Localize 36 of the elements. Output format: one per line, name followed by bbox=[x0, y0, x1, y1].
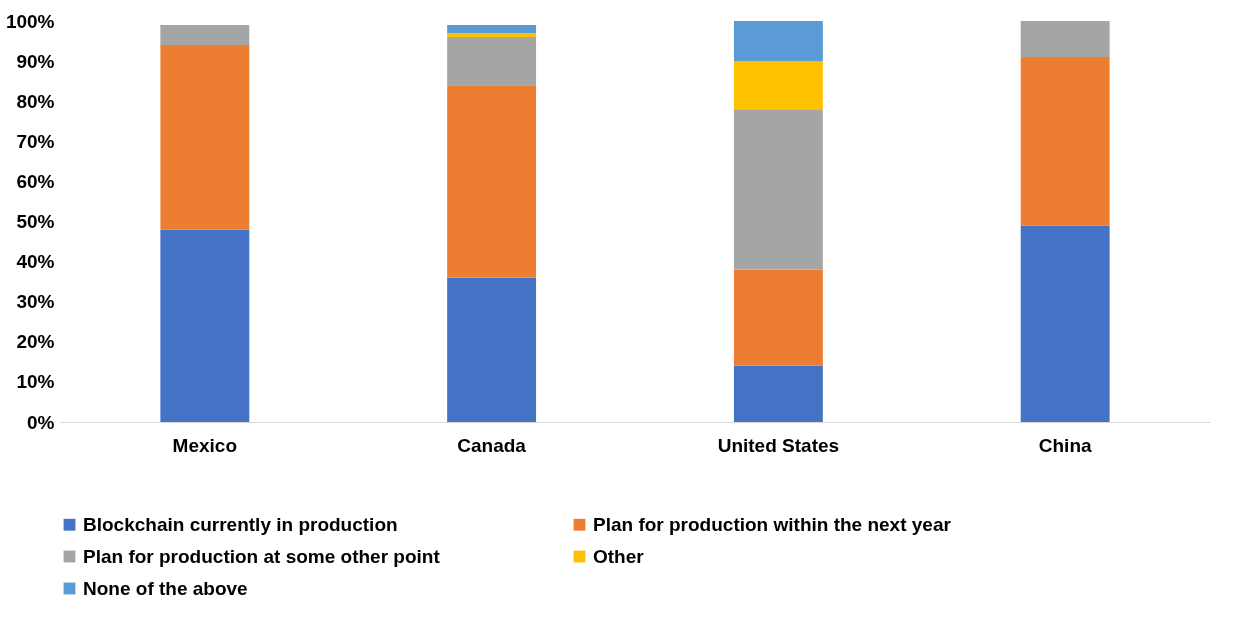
legend-label: Blockchain currently in production bbox=[83, 513, 398, 535]
bar bbox=[733, 109, 823, 270]
bar bbox=[733, 365, 823, 422]
y-tick-label: 50% bbox=[16, 211, 55, 232]
bar bbox=[447, 33, 537, 38]
y-tick-label: 60% bbox=[16, 170, 55, 192]
y-tick-label: 40% bbox=[16, 251, 55, 273]
y-tick-label: 100% bbox=[5, 10, 55, 32]
bar bbox=[447, 37, 537, 86]
y-tick-label: 10% bbox=[16, 371, 55, 393]
legend-label: Other bbox=[593, 545, 645, 567]
x-tick-label: China bbox=[1038, 434, 1092, 456]
y-tick-label: 80% bbox=[16, 90, 55, 112]
bar bbox=[447, 25, 537, 34]
bar bbox=[160, 45, 250, 230]
bar bbox=[1020, 57, 1110, 226]
y-tick-label: 70% bbox=[16, 130, 55, 152]
bar bbox=[733, 61, 823, 110]
bar bbox=[1020, 225, 1110, 422]
x-tick-label: Canada bbox=[457, 434, 527, 456]
x-tick-label: Mexico bbox=[172, 434, 238, 456]
bar bbox=[160, 25, 250, 46]
bar bbox=[1020, 21, 1110, 58]
bar bbox=[447, 85, 537, 278]
bar bbox=[733, 21, 823, 62]
y-tick-label: 90% bbox=[16, 50, 55, 72]
legend-label: None of the above bbox=[83, 577, 248, 599]
legend-label: Plan for production within the next year bbox=[593, 513, 952, 535]
bar bbox=[160, 229, 250, 422]
y-tick-label: 0% bbox=[27, 411, 55, 433]
legend-label: Plan for production at some other point bbox=[83, 545, 441, 567]
y-tick-label: 30% bbox=[16, 291, 55, 313]
bar bbox=[733, 269, 823, 366]
x-tick-label: United States bbox=[717, 434, 840, 456]
bar bbox=[447, 277, 537, 422]
y-tick-label: 20% bbox=[16, 331, 55, 353]
